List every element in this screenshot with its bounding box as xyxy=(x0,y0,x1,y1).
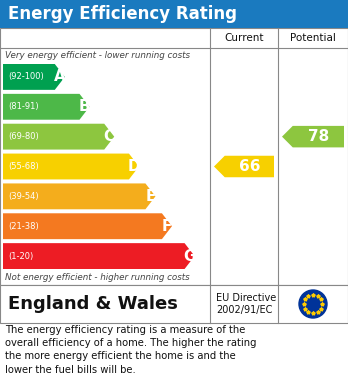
Text: (81-91): (81-91) xyxy=(8,102,39,111)
Text: B: B xyxy=(79,99,90,114)
Text: G: G xyxy=(183,249,196,264)
Text: (1-20): (1-20) xyxy=(8,251,33,260)
Text: A: A xyxy=(54,70,66,84)
Polygon shape xyxy=(3,213,172,239)
Text: 78: 78 xyxy=(308,129,329,144)
Bar xyxy=(0,285,348,323)
Text: (55-68): (55-68) xyxy=(8,162,39,171)
Text: Potential: Potential xyxy=(290,33,336,43)
Text: The energy efficiency rating is a measure of the
overall efficiency of a home. T: The energy efficiency rating is a measur… xyxy=(5,325,256,375)
Text: F: F xyxy=(162,219,172,234)
Polygon shape xyxy=(3,64,65,90)
Polygon shape xyxy=(3,183,156,209)
Text: C: C xyxy=(104,129,115,144)
Text: Current: Current xyxy=(224,33,264,43)
Text: England & Wales: England & Wales xyxy=(8,295,178,313)
Polygon shape xyxy=(3,154,139,179)
Text: (92-100): (92-100) xyxy=(8,72,44,81)
Text: E: E xyxy=(145,189,156,204)
Text: EU Directive: EU Directive xyxy=(216,293,276,303)
Circle shape xyxy=(299,290,327,318)
Polygon shape xyxy=(3,243,195,269)
Polygon shape xyxy=(282,126,344,147)
Polygon shape xyxy=(214,156,274,177)
Polygon shape xyxy=(3,124,114,150)
Text: D: D xyxy=(128,159,140,174)
Text: Very energy efficient - lower running costs: Very energy efficient - lower running co… xyxy=(5,50,190,59)
Text: (21-38): (21-38) xyxy=(8,222,39,231)
Text: 66: 66 xyxy=(239,159,260,174)
Bar xyxy=(0,0,348,28)
Polygon shape xyxy=(3,94,89,120)
Bar xyxy=(0,28,348,285)
Text: (39-54): (39-54) xyxy=(8,192,39,201)
Text: Not energy efficient - higher running costs: Not energy efficient - higher running co… xyxy=(5,273,190,283)
Text: 2002/91/EC: 2002/91/EC xyxy=(216,305,272,315)
Text: (69-80): (69-80) xyxy=(8,132,39,141)
Text: Energy Efficiency Rating: Energy Efficiency Rating xyxy=(8,5,237,23)
